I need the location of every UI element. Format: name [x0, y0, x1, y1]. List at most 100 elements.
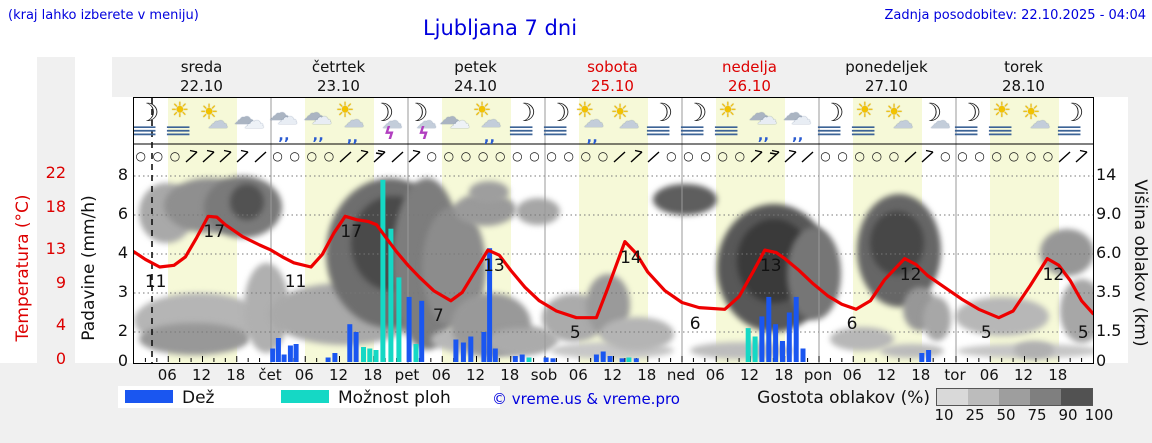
temp-min-label: 11	[284, 272, 307, 292]
icon-part: ☁	[618, 109, 640, 133]
icon-part: ☁	[343, 108, 365, 132]
weather-icon-sun-cloud: ☀ ☁	[609, 100, 643, 146]
icon-part: ☁	[243, 109, 265, 133]
x-axis-tick-label: 18	[363, 366, 383, 384]
x-axis-tick-label: 18	[911, 366, 931, 384]
temp-min-label: 7	[432, 305, 444, 326]
temp-tick: 4	[55, 315, 66, 334]
wind-calm-icon: ○	[460, 149, 472, 163]
icon-part: ☽	[919, 98, 943, 127]
icon-part: ☁	[480, 108, 502, 132]
wind-calm-icon: ○	[477, 149, 489, 163]
weather-icon-sun-cloud: ☀ ☁	[1020, 100, 1054, 146]
cloud-density-blob	[1040, 229, 1093, 276]
icon-part: ☽	[371, 98, 395, 127]
icon-part: ☽	[822, 98, 845, 127]
x-axis-tick-label: 12	[739, 366, 760, 384]
wind-barb-icon	[253, 149, 269, 165]
icon-part: ϟ	[383, 124, 395, 144]
x-axis-tick-label: pon	[803, 366, 833, 384]
icon-part: ☀	[884, 100, 904, 124]
wind-calm-icon: ○	[152, 149, 164, 163]
day-name: torek	[1004, 58, 1043, 76]
x-axis-tick-label: 12	[191, 366, 212, 384]
wind-barb-icon	[184, 149, 200, 165]
weather-icon-moon-cloud: ☽ ☁	[917, 100, 951, 146]
temp-tick: 22	[45, 163, 66, 182]
temp-tick: 0	[55, 349, 66, 368]
icon-part: ≡	[643, 118, 674, 142]
day-header: petek 24.10	[407, 58, 544, 96]
icon-part: ‚‚	[346, 128, 358, 146]
day-header-band	[112, 57, 1152, 97]
icon-part: ☀	[610, 100, 630, 124]
x-axis-tick-label: 12	[328, 366, 349, 384]
temp-tick: 18	[45, 197, 66, 216]
weather-icon-sun-fog: ☀ ≡	[711, 100, 745, 146]
cloud-density-legend-label: Gostota oblakov (%)	[757, 388, 930, 408]
wind-calm-icon: ○	[974, 149, 985, 163]
weather-icon-rain: ☁ ☁ ‚‚	[780, 100, 814, 146]
wind-barb-icon	[749, 149, 765, 165]
day-date: 28.10	[1002, 77, 1045, 95]
wind-barb-icon	[218, 149, 234, 165]
icon-part: ≡	[677, 118, 708, 142]
icon-part: ≡	[1054, 118, 1085, 142]
icon-part: ☁	[756, 105, 778, 129]
precip-tick: 6	[117, 204, 128, 223]
precip-tick: 2	[117, 321, 128, 340]
precip-axis-title: Padavine (mm/h)	[79, 195, 99, 341]
cloud-density-blob	[600, 317, 674, 351]
day-name: ponedeljek	[845, 58, 928, 76]
left-axis-band	[37, 57, 75, 412]
temp-min-label: 6	[689, 314, 701, 335]
icon-part: ☽	[548, 98, 571, 127]
cloud-tick: 6.0	[1096, 243, 1122, 262]
wind-barb-icon	[903, 149, 919, 165]
weather-icon-moon-fog: ☽≡	[1054, 100, 1088, 146]
wind-calm-icon: ○	[991, 149, 1002, 163]
icon-part: ☀	[335, 98, 355, 122]
wind-barb-icon	[372, 149, 388, 165]
density-gradient-segment	[1061, 389, 1092, 405]
icon-part: ☁	[892, 109, 914, 133]
day-header: ponedeljek 27.10	[818, 58, 955, 96]
wind-calm-icon: ○	[1008, 149, 1020, 163]
x-axis-tick-label: 18	[774, 366, 794, 384]
density-gradient-segment	[1030, 389, 1061, 405]
temp-min-label: 5	[569, 322, 581, 343]
icon-part: ☽	[513, 98, 537, 127]
day-date: 27.10	[865, 77, 908, 95]
wind-barb-icon	[920, 149, 936, 165]
icon-part: ‚‚	[483, 128, 495, 146]
wind-calm-icon: ○	[597, 149, 609, 163]
density-tick-label: 50	[996, 406, 1016, 424]
weather-icon-sun-rain: ☀ ☁ ‚‚	[335, 100, 369, 146]
x-axis-tick-label: 12	[465, 366, 486, 384]
x-axis-tick-label: 18	[1048, 366, 1068, 384]
temp-tick: 9	[55, 273, 66, 292]
density-gradient-segment	[937, 389, 968, 405]
weather-icon-moon-fog: ☽≡	[134, 100, 163, 146]
icon-part: ☁	[439, 105, 461, 129]
weather-icon-moon-fog: ☽≡	[643, 100, 677, 146]
x-axis-tick-label: čet	[258, 366, 282, 384]
icon-part: ☽	[406, 98, 429, 127]
weather-icon-moon-fog: ☽≡	[677, 100, 711, 146]
page-title: Ljubljana 7 dni	[422, 16, 578, 40]
wind-barb-icon	[612, 149, 628, 165]
wind-calm-icon: ○	[512, 149, 523, 163]
cloud-axis-title: Višina oblakov (km)	[1130, 179, 1150, 347]
weather-icon-sun-cloud: ☀ ☁	[198, 100, 232, 146]
day-date: 22.10	[180, 77, 223, 95]
rain-legend-label: Dež	[182, 388, 215, 408]
day-name: petek	[454, 58, 497, 76]
wind-barb-icon	[646, 149, 662, 165]
wind-barb-icon	[629, 149, 645, 165]
showers-legend-swatch	[281, 390, 329, 403]
weather-icon-moon-fog: ☽≡	[540, 100, 574, 146]
copyright-link[interactable]: © vreme.us & vreme.pro	[492, 390, 680, 408]
icon-part: ☀	[575, 98, 595, 122]
wind-calm-icon: ○	[563, 149, 574, 163]
